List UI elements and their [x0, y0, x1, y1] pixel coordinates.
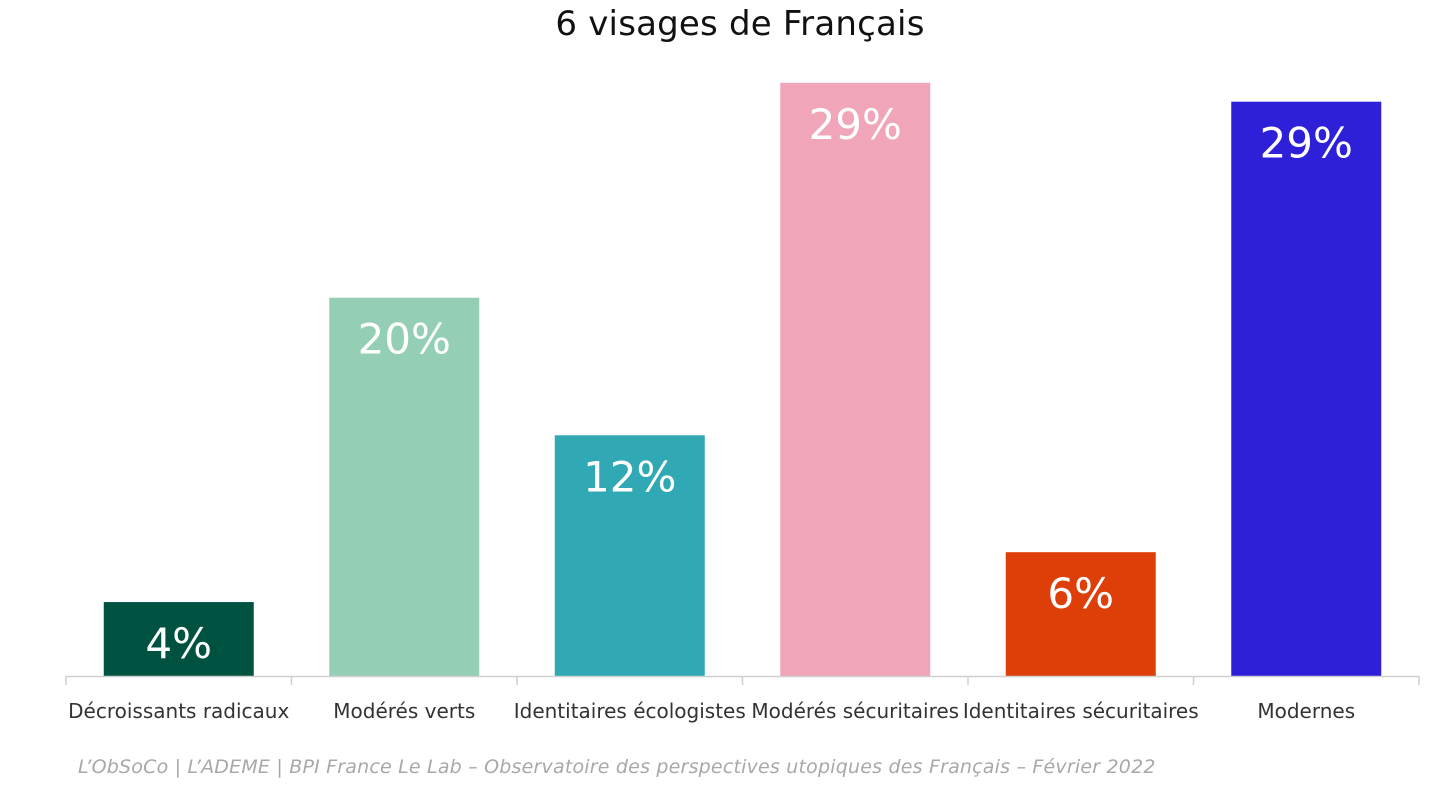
category-tick-label: Modérés verts [333, 699, 475, 723]
bar-value-label: 4% [145, 619, 212, 668]
bar [103, 602, 254, 676]
bar-value-label: 29% [809, 100, 902, 149]
bar-value-label: 29% [1260, 119, 1353, 168]
category-tick-label: Décroissants radicaux [68, 699, 289, 723]
chart-title: 6 visages de Français [555, 4, 925, 44]
bar-value-label: 20% [358, 315, 451, 364]
bar [780, 82, 931, 676]
x-axis [65, 675, 1420, 685]
category-tick-label: Modérés sécuritaires [751, 699, 959, 723]
bar [329, 297, 480, 676]
bar-value-label: 6% [1047, 569, 1114, 618]
category-tick-label: Identitaires écologistes [514, 699, 746, 723]
category-tick-label: Identitaires sécuritaires [963, 699, 1199, 723]
bar [1005, 552, 1156, 676]
bar [554, 435, 705, 676]
bar-value-label: 12% [583, 452, 676, 501]
category-labels: Décroissants radicaux Modérés verts Identi… [68, 699, 1355, 723]
bar [1231, 101, 1382, 676]
bars-layer: 4% 20% 12% 29% 6% 29% [103, 82, 1382, 676]
category-tick-label: Modernes [1257, 699, 1355, 723]
source-note: L’ObSoCo | L’ADEME | BPI France Le Lab –… [78, 756, 1156, 778]
